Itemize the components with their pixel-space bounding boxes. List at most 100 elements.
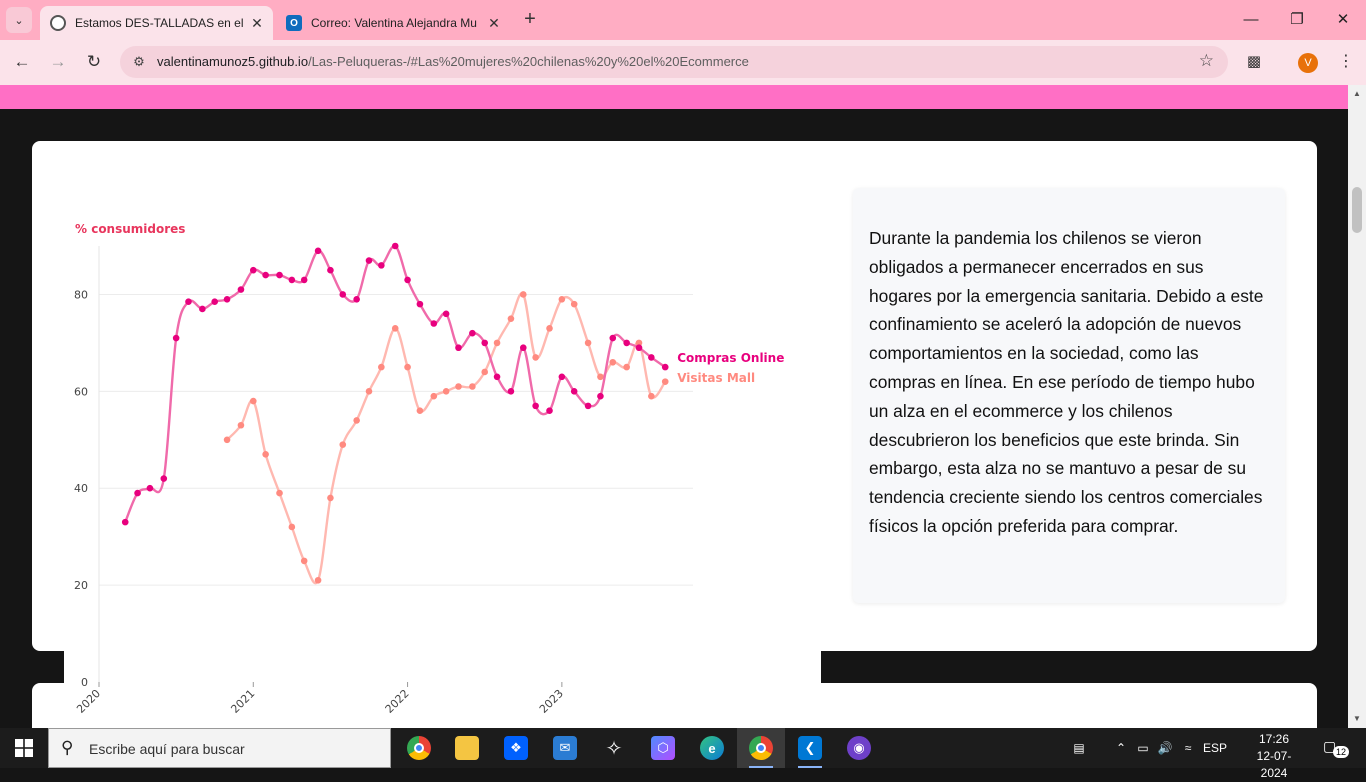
close-icon[interactable]: ✕ [251,14,263,31]
clock-date: 12-07-2024 [1256,749,1292,780]
page-scrollbar[interactable]: ▲ ▼ [1348,85,1366,728]
taskbar-explorer[interactable] [443,728,491,768]
data-point-compras-online [609,334,617,342]
chevron-up-icon[interactable]: ⌃ [1115,741,1127,755]
data-point-visitas-mall [288,523,296,531]
menu-icon[interactable]: ⋮ [1338,53,1354,70]
taskbar-vscode[interactable]: ❮ [786,728,834,768]
data-point-visitas-mall [314,576,322,584]
reload-button[interactable]: ↻ [80,48,108,76]
scroll-down-icon[interactable]: ▼ [1353,714,1361,723]
mail-icon: ✉ [553,736,577,760]
volume-icon[interactable]: 🔊 [1157,741,1173,755]
tab-search-button[interactable]: ⌄ [6,7,32,33]
data-point-compras-online [430,320,438,327]
github-icon: ◉ [847,736,871,760]
chrome-icon [407,736,431,760]
address-bar[interactable]: ⚙ valentinamunoz5.github.io/Las-Peluquer… [120,46,1228,78]
data-point-visitas-mall [493,339,501,347]
taskbar-mail[interactable]: ✉ [541,728,589,768]
taskbar-copilot[interactable]: ⬡ [639,728,687,768]
data-point-visitas-mall [597,373,604,381]
y-tick-label: 0 [81,676,88,689]
data-point-visitas-mall [519,291,527,298]
data-point-visitas-mall [327,494,334,502]
minimize-button[interactable]: — [1243,11,1259,28]
clock-time: 17:26 [1258,732,1290,746]
x-tick-label: 2022 [383,687,412,716]
x-tick-label: 2020 [74,687,103,716]
y-tick-label: 20 [74,579,88,592]
search-placeholder: Escribe aquí para buscar [89,741,245,757]
taskbar-app[interactable]: ✧ [590,728,638,768]
new-tab-button[interactable]: + [524,8,536,30]
data-point-compras-online [532,402,539,410]
taskbar-dropbox[interactable]: ❖ [492,728,540,768]
data-point-compras-online [404,276,411,284]
data-point-compras-online [546,407,553,415]
data-point-visitas-mall [532,354,539,361]
tab-correo[interactable]: O Correo: Valentina Alejandra Mu ✕ [278,6,510,40]
data-point-visitas-mall [648,392,655,400]
series-label-compras-online: Compras Online [677,351,784,365]
notification-icon: ▢ [1323,738,1337,754]
y-tick-label: 40 [74,482,88,495]
data-point-compras-online [327,266,334,274]
close-window-button[interactable]: ✕ [1336,11,1350,28]
extensions-icon[interactable]: ▩ [1246,53,1262,70]
data-point-visitas-mall [416,407,424,415]
taskbar-chrome-profile[interactable] [737,728,785,768]
data-point-compras-online [300,276,308,284]
y-tick-label: 80 [74,288,88,301]
data-point-visitas-mall [469,383,476,390]
windows-taskbar: ⚲ Escribe aquí para buscar ❖ ✉ ✧ ⬡ e ❮ ◉… [0,728,1366,780]
clock[interactable]: 17:26 12-07-2024 [1244,731,1304,782]
site-info-icon[interactable]: ⚙ [133,54,145,69]
tab-title: Correo: Valentina Alejandra Mu [311,16,477,30]
data-point-compras-online [185,298,192,306]
data-point-compras-online [597,392,604,400]
tab-strip: ⌄ Estamos DES-TALLADAS en el E ✕ O Corre… [0,0,1366,40]
x-axis: 2020 2021 2022 2023 [74,682,566,716]
copilot-icon: ⬡ [651,736,675,760]
data-point-compras-online [211,298,219,306]
back-button[interactable]: ← [8,48,36,76]
folder-icon [455,736,479,760]
wifi-icon[interactable]: ≈ [1184,741,1192,755]
data-point-compras-online [339,291,347,298]
data-point-visitas-mall [300,557,308,565]
data-point-compras-online [469,329,476,337]
taskbar-github[interactable]: ◉ [835,728,883,768]
bookmark-star-icon[interactable]: ☆ [1198,51,1214,70]
battery-icon[interactable]: ▭ [1137,741,1149,755]
data-point-visitas-mall [570,300,578,308]
profile-avatar[interactable]: V [1298,53,1318,73]
close-icon[interactable]: ✕ [488,14,500,31]
edge-icon: e [700,736,724,760]
taskbar-search[interactable]: ⚲ Escribe aquí para buscar [48,728,391,768]
tab-destalladas[interactable]: Estamos DES-TALLADAS en el E ✕ [40,6,273,40]
data-point-visitas-mall [223,436,231,444]
scroll-thumb[interactable] [1352,187,1362,233]
restore-button[interactable]: ❐ [1290,11,1304,28]
scroll-up-icon[interactable]: ▲ [1353,89,1361,98]
data-point-visitas-mall [507,315,515,322]
taskbar-edge[interactable]: e [688,728,736,768]
forward-button[interactable]: → [44,48,72,76]
taskbar-chrome[interactable] [395,728,443,768]
globe-icon [50,15,66,31]
start-button[interactable] [0,728,48,768]
data-point-compras-online [199,305,206,313]
notification-center[interactable]: ▢ 12 [1323,738,1350,758]
series-line-compras-online [124,244,666,523]
language-indicator[interactable]: ESP [1202,741,1227,755]
data-point-visitas-mall [339,441,347,448]
data-point-compras-online [276,271,283,279]
article-paragraph: Durante la pandemia los chilenos se vier… [869,228,1264,536]
data-point-visitas-mall [353,417,360,424]
taskview-icon[interactable]: ▤ [1073,741,1085,755]
arrow-left-icon: ← [13,52,31,71]
line-chart: 0 20 40 60 80 2020 2021 2022 2023 Visitas Mall C… [64,200,821,728]
data-point-compras-online [442,310,450,318]
data-point-compras-online [314,247,322,255]
